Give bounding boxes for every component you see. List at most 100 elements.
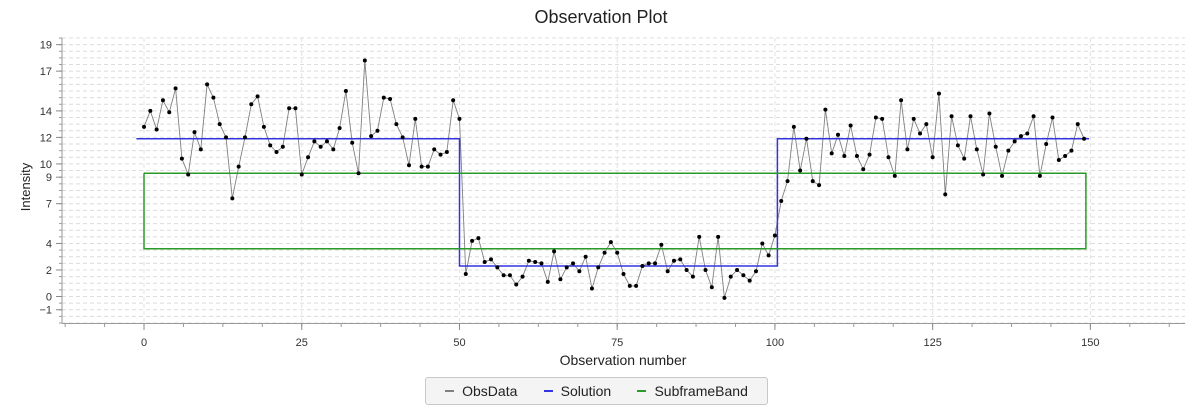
obsdata-point (829, 151, 834, 156)
obsdata-point (1018, 134, 1023, 139)
obsdata-point (501, 273, 506, 278)
obsdata-point (362, 58, 367, 63)
obsdata-point (1025, 131, 1030, 136)
legend-item-obsdata[interactable]: ObsData (445, 383, 517, 399)
x-tick-label: 100 (766, 337, 784, 349)
obsdata-point (621, 271, 626, 276)
x-axis-label: Observation number (560, 352, 687, 368)
obsdata-point (905, 147, 910, 152)
obsdata-point (173, 86, 178, 91)
obsdata-point (438, 152, 443, 157)
series-subframeband-line (143, 172, 1087, 250)
obsdata-point (722, 295, 727, 300)
obsdata-point (142, 124, 147, 129)
obsdata-point (343, 89, 348, 94)
legend-item-solution[interactable]: Solution (543, 383, 611, 399)
obsdata-point (962, 156, 967, 161)
legend-swatch-subframeband (637, 390, 647, 392)
obsdata-point (817, 183, 822, 188)
obsdata-point (836, 132, 841, 137)
obsdata-point (741, 273, 746, 278)
legend-label-subframeband: SubframeBand (654, 383, 748, 399)
obsdata-point (514, 282, 519, 287)
y-tick-label: 10 (40, 159, 52, 171)
obsdata-point (224, 135, 229, 140)
obsdata-point (955, 143, 960, 148)
obsdata-point (867, 152, 872, 157)
obsdata-point (507, 273, 512, 278)
obsdata-point (892, 173, 897, 178)
obsdata-point (653, 261, 658, 266)
obsdata-point (1037, 173, 1042, 178)
series-obsdata-line (143, 60, 1085, 298)
obsdata-point (671, 258, 676, 263)
obsdata-point (280, 144, 285, 149)
obsdata-point (425, 164, 430, 169)
obsdata-point (1031, 114, 1036, 119)
obsdata-point (981, 172, 986, 177)
obsdata-point (167, 110, 172, 115)
obsdata-point (444, 150, 449, 154)
series-layer (136, 58, 1090, 300)
y-axis-label: Intensity (18, 162, 33, 211)
obsdata-point (324, 139, 329, 144)
obsdata-point (678, 257, 683, 262)
y-tick-label: 0 (46, 291, 52, 303)
obsdata-point (747, 278, 752, 283)
legend-item-subframeband[interactable]: SubframeBand (637, 383, 748, 399)
obsdata-point (457, 116, 462, 121)
obsdata-point (154, 127, 159, 132)
obsdata-point (160, 98, 165, 103)
obsdata-point (179, 156, 184, 161)
obsdata-point (388, 96, 393, 101)
obsdata-point (1000, 173, 1005, 178)
obsdata-point (968, 114, 973, 119)
obsdata-point (495, 265, 500, 270)
obsdata-point (943, 192, 948, 197)
obsdata-point (406, 163, 411, 168)
obsdata-point (230, 196, 235, 201)
x-tick-label: 25 (296, 337, 308, 349)
obsdata-point (369, 134, 374, 139)
obsdata-point (299, 172, 304, 177)
obsdata-point (255, 94, 260, 99)
obsdata-point (1012, 139, 1017, 144)
obsdata-point (552, 249, 557, 254)
x-tick-label: 150 (1081, 337, 1099, 349)
obsdata-point (148, 108, 153, 113)
obsdata-point (413, 116, 418, 121)
obsdata-point (665, 269, 670, 274)
obsdata-point (526, 258, 531, 263)
legend-label-obsdata: ObsData (462, 383, 518, 399)
obsdata-point (690, 274, 695, 279)
obsdata-point (753, 269, 758, 274)
obsdata-point (558, 277, 563, 282)
obsdata-point (899, 98, 904, 103)
obsdata-point (489, 257, 494, 262)
obsdata-point (728, 274, 733, 279)
obsdata-point (318, 144, 323, 149)
obsdata-point (608, 240, 613, 245)
legend-swatch-solution (543, 390, 553, 392)
obsdata-point (880, 116, 885, 121)
obsdata-point (375, 128, 380, 133)
obsdata-point (249, 102, 254, 107)
obsdata-point (451, 98, 456, 103)
obsdata-point (886, 155, 891, 160)
obsdata-point (615, 250, 620, 255)
obsdata-point (697, 234, 702, 239)
obsdata-point (1082, 136, 1087, 141)
obsdata-point (804, 136, 809, 141)
obsdata-point (261, 124, 266, 129)
axes (61, 38, 1185, 324)
y-tick-label: 17 (40, 66, 52, 78)
chart-title: Observation Plot (534, 7, 667, 27)
obsdata-point (1075, 122, 1080, 127)
obsdata-point (1056, 157, 1061, 162)
obsdata-point (640, 264, 645, 268)
x-tick-label: 75 (611, 337, 623, 349)
obsdata-point (918, 131, 923, 136)
obsdata-point (381, 95, 386, 100)
obsdata-point (760, 241, 765, 246)
obsdata-point (400, 135, 405, 140)
